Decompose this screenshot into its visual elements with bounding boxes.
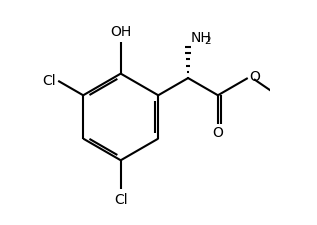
Text: Cl: Cl [114,193,127,207]
Text: 2: 2 [204,36,211,46]
Text: Cl: Cl [42,74,56,88]
Text: NH: NH [191,31,211,45]
Text: O: O [212,126,223,140]
Text: O: O [249,70,260,84]
Text: OH: OH [110,25,131,39]
